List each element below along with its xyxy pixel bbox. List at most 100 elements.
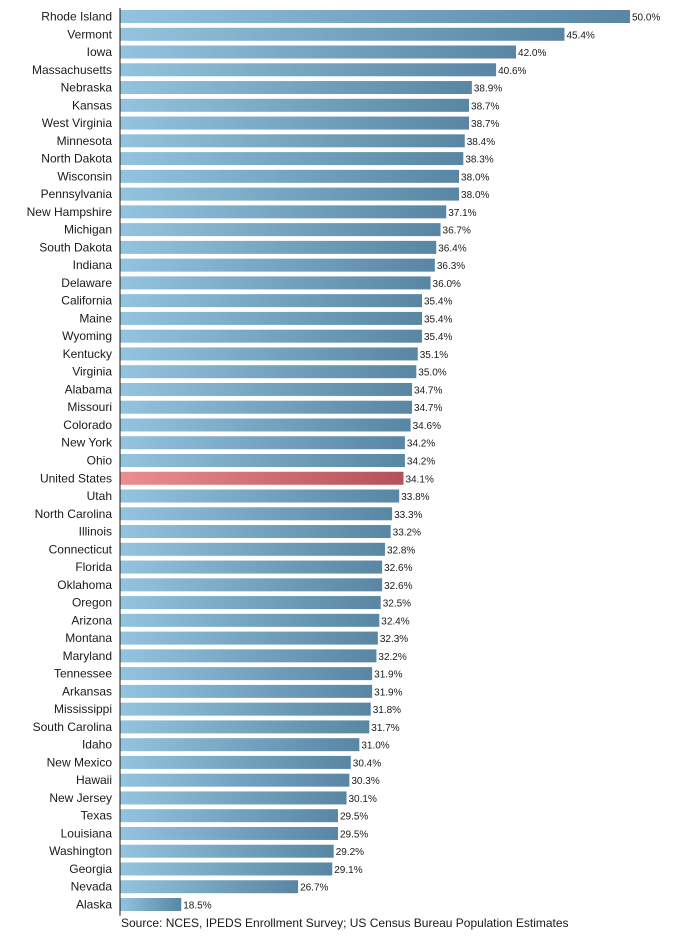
category-label: Massachusetts — [32, 63, 112, 77]
category-label: Kansas — [72, 98, 112, 112]
value-label: 38.9% — [474, 84, 502, 95]
category-label: Washington — [49, 844, 112, 858]
value-label: 35.4% — [424, 332, 452, 343]
value-label: 29.5% — [340, 812, 368, 823]
value-label: 26.7% — [300, 883, 328, 894]
bar-missouri — [120, 400, 413, 414]
category-label: Hawaii — [76, 773, 112, 787]
value-label: 31.8% — [373, 705, 401, 716]
category-label: Kentucky — [63, 347, 112, 361]
value-label: 32.4% — [381, 616, 409, 627]
bar-new-hampshire — [120, 205, 447, 219]
category-label: Nebraska — [61, 81, 113, 95]
bar-nevada — [120, 880, 299, 894]
category-label: New Jersey — [49, 791, 112, 805]
value-label: 34.7% — [414, 403, 442, 414]
category-label: Colorado — [63, 418, 112, 432]
category-label: West Virginia — [42, 116, 113, 130]
bar-alabama — [120, 382, 413, 396]
value-label: 40.6% — [498, 66, 526, 77]
bar-wisconsin — [120, 169, 460, 183]
bar-washington — [120, 844, 334, 858]
category-label: Missouri — [67, 400, 112, 414]
category-label: Nevada — [71, 880, 113, 894]
category-label: Texas — [81, 809, 112, 823]
bar-maine — [120, 311, 423, 325]
bar-hawaii — [120, 773, 350, 787]
value-label: 35.1% — [420, 350, 448, 361]
value-label: 29.5% — [340, 829, 368, 840]
category-label: Oregon — [72, 596, 112, 610]
category-label: Montana — [65, 631, 112, 645]
value-label: 36.7% — [443, 226, 471, 237]
category-label: North Dakota — [41, 152, 112, 166]
category-label: New York — [61, 436, 113, 450]
category-label: Maryland — [63, 649, 112, 663]
value-label: 34.7% — [414, 385, 442, 396]
value-label: 35.4% — [424, 297, 452, 308]
value-label: 42.0% — [518, 48, 546, 59]
bar-oregon — [120, 596, 381, 610]
value-label: 36.0% — [433, 279, 461, 290]
bar-illinois — [120, 525, 391, 539]
bar-iowa — [120, 45, 517, 59]
bar-south-carolina — [120, 720, 370, 734]
value-label: 38.7% — [471, 119, 499, 130]
category-label: Louisiana — [61, 826, 113, 840]
category-label: Utah — [87, 489, 112, 503]
bar-oklahoma — [120, 578, 383, 592]
value-label: 38.0% — [461, 172, 489, 183]
category-label: California — [61, 294, 112, 308]
value-label: 32.3% — [380, 634, 408, 645]
value-label: 32.5% — [383, 599, 411, 610]
value-label: 31.7% — [371, 723, 399, 734]
bar-georgia — [120, 862, 333, 876]
bar-california — [120, 294, 423, 308]
value-label: 36.3% — [437, 261, 465, 272]
category-label: Connecticut — [49, 542, 113, 556]
bar-mississippi — [120, 702, 371, 716]
bar-montana — [120, 631, 378, 645]
value-label: 34.2% — [407, 439, 435, 450]
value-label: 30.1% — [349, 794, 377, 805]
category-label: Delaware — [61, 276, 112, 290]
category-label: Arkansas — [62, 684, 112, 698]
bar-arkansas — [120, 684, 373, 698]
value-label: 45.4% — [566, 30, 594, 41]
value-label: 35.4% — [424, 314, 452, 325]
value-label: 34.6% — [413, 421, 441, 432]
bar-tennessee — [120, 667, 373, 681]
bar-west-virginia — [120, 116, 470, 130]
bar-indiana — [120, 258, 435, 272]
bar-louisiana — [120, 826, 338, 840]
bar-ohio — [120, 454, 405, 467]
bar-delaware — [120, 276, 431, 290]
bar-nebraska — [120, 81, 472, 95]
value-label: 32.6% — [384, 581, 412, 592]
category-label: Vermont — [67, 27, 112, 41]
value-label: 32.2% — [378, 652, 406, 663]
bar-utah — [120, 489, 400, 503]
category-label: Arizona — [71, 613, 112, 627]
value-label: 33.8% — [401, 492, 429, 503]
value-label: 18.5% — [183, 901, 211, 912]
category-label: Florida — [75, 560, 112, 574]
bar-pennsylvania — [120, 187, 460, 201]
value-label: 31.0% — [361, 741, 389, 752]
bar-vermont — [120, 27, 565, 41]
category-label: Alaska — [76, 898, 112, 912]
value-label: 37.1% — [448, 208, 476, 219]
bar-rhode-island — [120, 10, 630, 23]
bar-virginia — [120, 365, 417, 379]
category-label: Mississippi — [54, 702, 112, 716]
value-label: 31.9% — [374, 687, 402, 698]
bar-new-jersey — [120, 791, 347, 805]
value-label: 34.1% — [405, 474, 433, 485]
bar-idaho — [120, 738, 360, 752]
category-label: Idaho — [82, 738, 112, 752]
category-label: Alabama — [65, 382, 113, 396]
value-label: 29.2% — [336, 847, 364, 858]
bar-arizona — [120, 613, 380, 627]
category-label: South Dakota — [39, 240, 112, 254]
category-label: United States — [40, 471, 112, 485]
